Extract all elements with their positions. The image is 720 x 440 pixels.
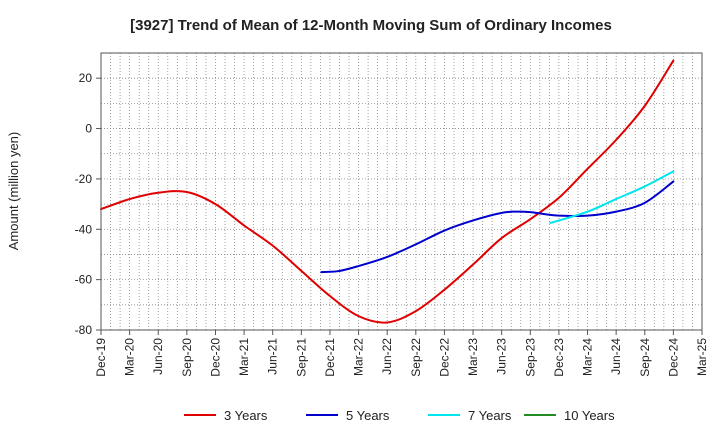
chart-title: [3927] Trend of Mean of 12-Month Moving … [130, 17, 612, 34]
x-tick-label: Jun-24 [609, 338, 623, 375]
x-tick-label: Sep-21 [294, 338, 308, 377]
legend-label: 10 Years [564, 408, 615, 423]
x-tick-label: Sep-20 [180, 338, 194, 377]
x-tick-label: Dec-19 [94, 338, 108, 377]
y-tick-label: -60 [75, 273, 93, 287]
series-line-7-years [549, 170, 675, 224]
x-tick-label: Mar-23 [466, 338, 480, 376]
legend-item-10-years: 10 Years [524, 408, 615, 423]
x-tick-label: Sep-22 [409, 338, 423, 377]
x-tick-label: Dec-23 [552, 338, 566, 377]
y-tick-label: 20 [79, 71, 93, 85]
axes: -80 -60 -40 -20 0 20 Dec-19 Mar-20 Jun-20 Sep-20 D… [75, 52, 709, 377]
x-tick-label: Mar-25 [695, 338, 709, 376]
x-tick-label: Jun-22 [380, 338, 394, 375]
x-tick-label: Sep-23 [523, 338, 537, 377]
plot-frame [100, 52, 703, 331]
legend-label: 7 Years [468, 408, 512, 423]
x-tick-label: Dec-21 [323, 338, 337, 377]
y-axis-label: Amount (million yen) [6, 132, 21, 251]
legend-item-5-years: 5 Years [306, 408, 390, 423]
series-lines [100, 59, 675, 324]
x-tick-label: Mar-22 [352, 338, 366, 376]
legend-label: 5 Years [346, 408, 390, 423]
plot-area [101, 53, 702, 330]
x-tick-label: Mar-20 [123, 338, 137, 376]
legend-item-7-years: 7 Years [428, 408, 512, 423]
x-tick-label: Jun-21 [266, 338, 280, 375]
y-tick-label: -40 [75, 222, 93, 236]
series-line-3-years [100, 59, 675, 324]
legend: 3 Years 5 Years 7 Years 10 Years [184, 408, 615, 423]
legend-label: 3 Years [224, 408, 268, 423]
x-tick-label: Jun-20 [151, 338, 165, 375]
x-tick-label: Dec-22 [437, 338, 451, 377]
x-tick-label: Dec-20 [208, 338, 222, 377]
x-tick-label: Dec-24 [666, 338, 680, 377]
y-tick-label: 0 [85, 122, 92, 136]
x-tick-label: Jun-23 [495, 338, 509, 375]
x-tick-label: Mar-21 [237, 338, 251, 376]
x-tick-label: Sep-24 [638, 338, 652, 377]
y-tick-label: -20 [75, 172, 93, 186]
x-tick-label: Mar-24 [581, 338, 595, 376]
legend-item-3-years: 3 Years [184, 408, 268, 423]
plot-background [101, 53, 702, 330]
series-line-5-years [320, 180, 675, 274]
y-tick-label: -80 [75, 323, 93, 337]
